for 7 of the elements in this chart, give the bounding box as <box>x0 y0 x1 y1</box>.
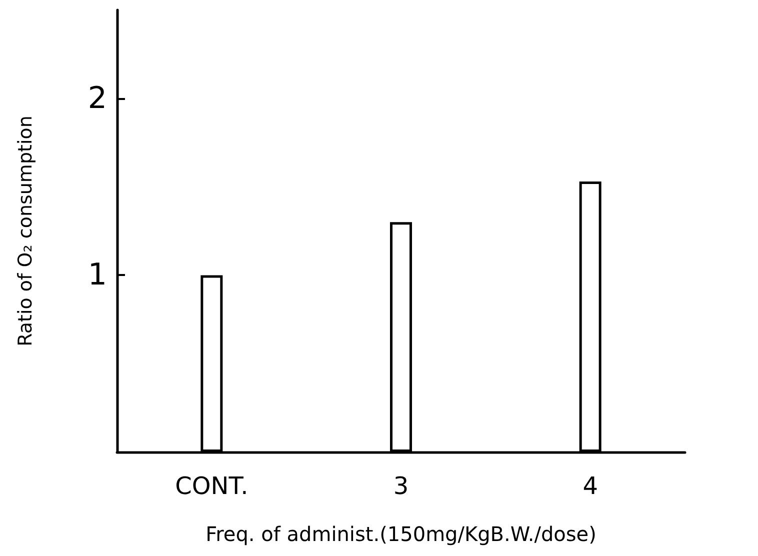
y-tick-label: 1 <box>88 258 107 293</box>
x-tick-label: 4 <box>582 472 598 500</box>
y-tick-label: 2 <box>88 80 107 116</box>
x-axis-title: Freq. of administ.(150mg/KgB.W./dose) <box>206 522 596 546</box>
x-tick-label: CONT. <box>175 472 248 500</box>
x-tick-label: 3 <box>393 472 409 500</box>
y-axis-title: Ratio of O₂ consumption <box>14 116 36 346</box>
